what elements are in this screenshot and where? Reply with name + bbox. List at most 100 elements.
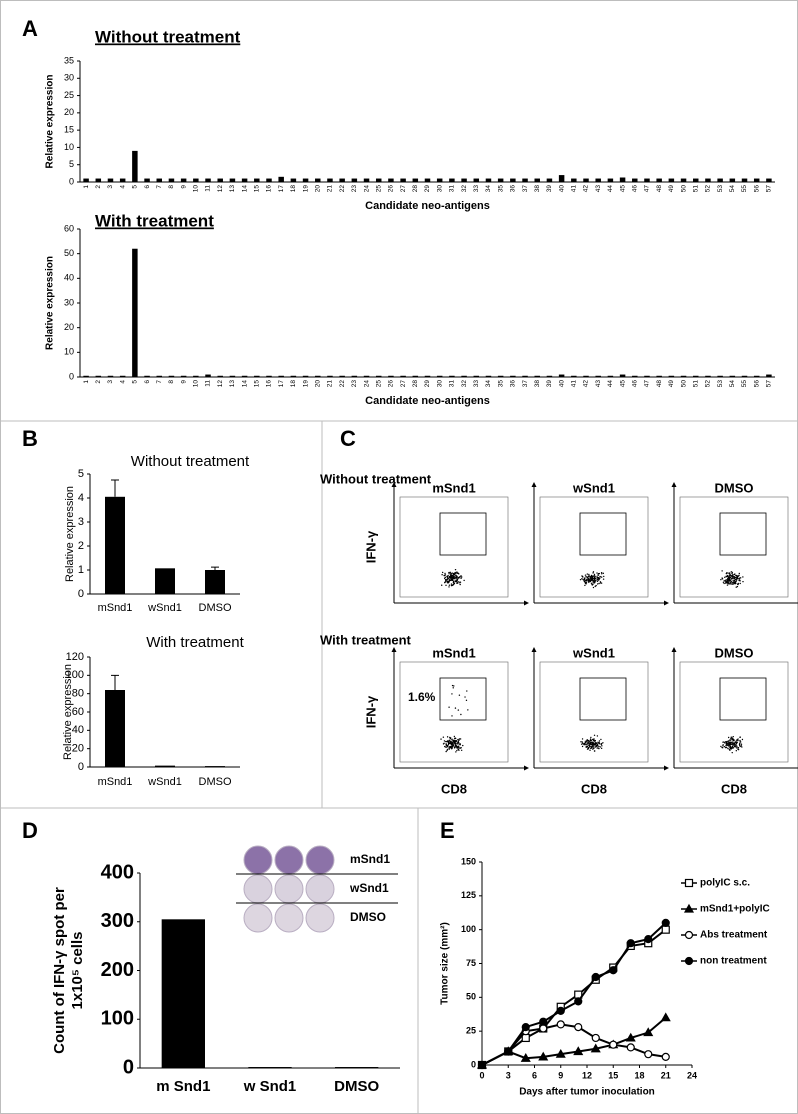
marker: [644, 935, 653, 944]
x-tick-label: 49: [668, 380, 675, 388]
bar: [400, 375, 406, 377]
flow-dot: [588, 744, 591, 746]
flow-dot: [455, 741, 457, 743]
gate-percent: 1.6%: [408, 690, 436, 704]
flow-dot: [593, 734, 596, 737]
flow-dot: [592, 743, 595, 746]
flow-dot: [456, 572, 459, 574]
bar: [571, 178, 577, 182]
bar: [156, 178, 162, 182]
x-tick-label: 25: [375, 380, 382, 388]
marker: [661, 1052, 670, 1061]
bar: [105, 690, 125, 767]
flow-dot: [600, 738, 602, 741]
flow-dot: [723, 745, 726, 748]
bar: [144, 178, 150, 182]
flow-dot: [734, 583, 736, 585]
bar: [546, 178, 553, 182]
x-tick-label: 35: [497, 380, 504, 388]
flow-dot: [457, 742, 460, 744]
flow-dot: [444, 581, 446, 583]
error-bar: [111, 479, 119, 497]
flow-dot: [729, 578, 731, 580]
flow-gate: [719, 677, 767, 721]
bar: [132, 248, 138, 377]
flow-dot: [741, 738, 744, 741]
flow-dot: [452, 573, 455, 576]
x-tick-label: 31: [449, 380, 456, 388]
flow-dot: [738, 743, 741, 746]
y-tick-label: 400: [101, 861, 134, 883]
bar: [766, 374, 772, 377]
x-tick-label: 37: [522, 380, 529, 388]
y-axis-label: Relative expression: [64, 486, 76, 582]
flow-dot: [726, 575, 729, 578]
inset-label: mSnd1: [350, 852, 390, 866]
chart-title: Without treatment: [131, 453, 250, 470]
flow-dot: [721, 577, 723, 579]
flow-dot: [597, 574, 599, 576]
bar: [132, 150, 138, 182]
y-tick-label: 40: [64, 273, 74, 283]
bar: [254, 375, 260, 377]
x-tick-label: 0: [479, 1070, 484, 1080]
flow-dot: [731, 738, 733, 740]
x-tick-label: 46: [631, 185, 638, 193]
y-axis-label: Tumor size (mm²): [440, 922, 451, 1005]
flow-dot: [736, 585, 739, 588]
flow-dot: [732, 735, 734, 738]
flow-dot: [452, 576, 455, 578]
flow-y-label: IFN-γ: [363, 695, 378, 728]
flow-dot: [584, 740, 587, 742]
flow-dot: [597, 747, 599, 749]
flow-dot: [733, 573, 736, 576]
flow-dot: [585, 582, 588, 584]
flow-dot: [601, 573, 603, 575]
flow-dot: [593, 575, 595, 578]
elispot-well: [305, 845, 335, 875]
flow-dot: [725, 744, 728, 746]
flow-dot: [446, 575, 449, 577]
x-tick-label: 23: [351, 185, 358, 193]
y-tick-label: 4: [78, 492, 84, 504]
flow-dot: [733, 577, 735, 579]
flow-dot: [451, 741, 453, 743]
bar: [217, 178, 223, 182]
bar: [351, 178, 358, 182]
bar: [375, 178, 382, 182]
y-tick-label: 20: [64, 322, 74, 332]
flow-dot: [600, 747, 603, 750]
x-tick-label: 35: [497, 185, 504, 193]
flow-dot: [597, 741, 599, 743]
bar: [363, 375, 370, 377]
flow-dot: [722, 741, 724, 743]
bar: [266, 375, 272, 377]
bar: [241, 178, 248, 182]
bar: [193, 375, 199, 377]
flow-dot: [592, 572, 594, 574]
bar: [290, 375, 297, 377]
flow-dot: [451, 715, 453, 717]
flow-dot: [454, 568, 457, 571]
bar: [668, 178, 675, 182]
x-tick-label: 27: [400, 185, 407, 193]
flow-dot: [459, 738, 462, 740]
flow-dot: [449, 577, 452, 579]
bar: [668, 375, 675, 377]
x-tick-label: 40: [558, 380, 565, 388]
legend-label: non treatment: [700, 956, 767, 967]
bar: [485, 178, 492, 182]
y-tick-label: 5: [78, 468, 84, 480]
flow-dot: [465, 699, 468, 702]
flow-dot: [456, 581, 458, 583]
flow-dot: [450, 747, 452, 749]
flow-dot: [741, 746, 743, 748]
marker: [590, 1043, 601, 1053]
x-tick-label: 28: [412, 380, 419, 388]
x-tick-label: 51: [692, 185, 699, 193]
flow-dot: [441, 574, 443, 576]
flow-dot: [441, 584, 443, 586]
x-tick-label: 10: [193, 185, 200, 193]
x-tick-label: DMSO: [199, 776, 232, 788]
flow-dot: [739, 739, 741, 742]
